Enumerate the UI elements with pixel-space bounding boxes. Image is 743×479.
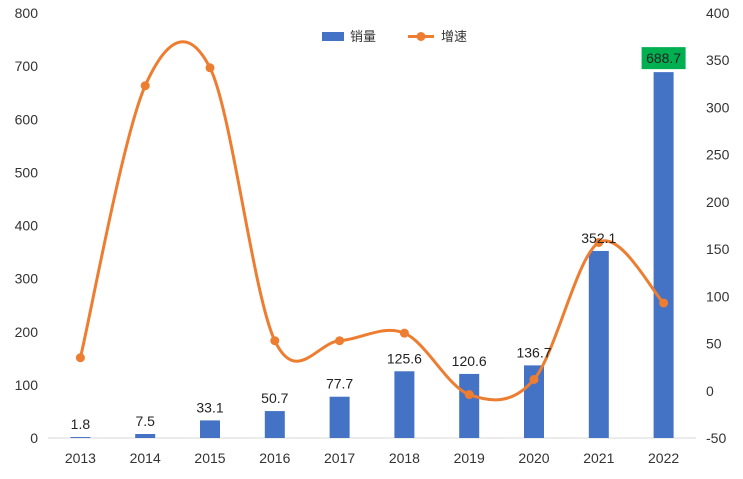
growth-point — [464, 390, 474, 400]
bar — [459, 373, 480, 438]
x-tick-label: 2020 — [518, 450, 549, 466]
y-left-tick-label: 400 — [15, 218, 39, 234]
y-left-tick-label: 500 — [15, 164, 39, 180]
x-tick-label: 2014 — [130, 450, 161, 466]
y-left-tick-label: 100 — [15, 377, 39, 393]
growth-point — [399, 328, 409, 338]
bar — [329, 396, 350, 438]
y-left-tick-label: 300 — [15, 271, 39, 287]
y-left-tick-label: 600 — [15, 111, 39, 127]
data-label: 688.7 — [646, 50, 681, 66]
legend-bar-swatch — [322, 32, 344, 41]
x-tick-label: 2019 — [454, 450, 485, 466]
bar — [588, 250, 609, 438]
data-label: 50.7 — [261, 390, 288, 406]
bar — [264, 411, 285, 438]
growth-point — [205, 63, 215, 73]
data-label: 120.6 — [452, 353, 487, 369]
y-right-tick-label: 200 — [706, 194, 730, 210]
y-right-tick-label: 350 — [706, 52, 730, 68]
growth-point — [659, 298, 669, 308]
y-right-tick-label: 300 — [706, 99, 730, 115]
x-tick-label: 2021 — [583, 450, 614, 466]
x-tick-label: 2013 — [65, 450, 96, 466]
y-left-tick-label: 800 — [15, 5, 39, 21]
y-left-tick-label: 0 — [30, 430, 38, 446]
y-left-tick-label: 700 — [15, 58, 39, 74]
x-tick-label: 2016 — [259, 450, 290, 466]
growth-point — [594, 238, 604, 247]
growth-point — [529, 374, 539, 384]
data-label: 352.1 — [581, 230, 616, 246]
y-right-tick-label: 0 — [706, 383, 714, 399]
growth-point — [335, 336, 345, 346]
y-right-tick-label: 150 — [706, 241, 730, 257]
growth-point — [140, 81, 150, 91]
data-label: 7.5 — [135, 413, 155, 429]
bar — [70, 437, 91, 438]
bar — [394, 371, 415, 438]
y-right-tick-label: 100 — [706, 288, 730, 304]
growth-point — [75, 353, 85, 363]
data-label: 125.6 — [387, 350, 422, 366]
growth-point — [270, 336, 280, 346]
x-tick-label: 2022 — [648, 450, 679, 466]
bar — [653, 72, 674, 439]
x-tick-label: 2015 — [194, 450, 225, 466]
x-tick-label: 2017 — [324, 450, 355, 466]
data-label: 136.7 — [516, 344, 551, 360]
data-label: 1.8 — [71, 416, 91, 432]
y-right-tick-label: -50 — [706, 430, 726, 446]
bar — [200, 420, 220, 438]
legend-line-label: 增速 — [441, 30, 467, 45]
legend: 销量 增速 — [322, 30, 467, 45]
data-label: 33.1 — [196, 399, 223, 415]
y-right-tick-label: 250 — [706, 147, 730, 163]
legend-line-marker — [416, 32, 426, 41]
x-tick-label: 2018 — [389, 450, 420, 466]
bar — [135, 434, 156, 438]
data-label: 77.7 — [326, 376, 353, 392]
highlight-label-bg — [641, 47, 686, 70]
y-right-tick-label: 400 — [706, 5, 730, 21]
y-right-tick-label: 50 — [706, 336, 722, 352]
growth-line — [78, 40, 665, 402]
legend-bar-label: 销量 — [350, 30, 376, 45]
y-left-tick-label: 200 — [15, 324, 39, 340]
